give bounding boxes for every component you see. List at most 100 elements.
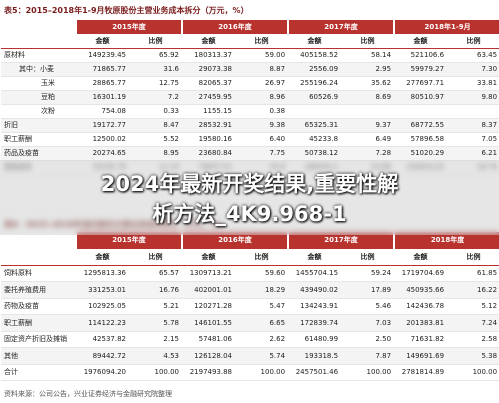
cell-value: 5.74 [235,347,289,365]
cell-value: 59979.27 [394,62,448,77]
row-label: 药物及疫苗 [1,298,76,315]
cell-value: 8.95 [129,146,183,161]
subheader: 比例 [235,34,289,49]
cell-value: 7.05 [447,132,499,147]
cell-value: 754.08 [76,104,129,119]
subheader: 金额 [288,248,342,266]
cell-value: 6.65 [235,314,289,332]
cost-table: 2015年度 2016年度 2017年度 2018年度 金额 比例 金额 比例 金额 比例 金额 比例… [0,232,499,381]
cell-value: 2197493.88 [182,364,236,381]
cell-value: 8.96 [235,90,289,105]
cell-value: 193318.5 [288,347,342,365]
data-row: 原材料 149239.45 65.92 180313.37 59.00 405158.52… [1,48,499,63]
data-row: 次粉 754.08 0.33 1155.15 0.38 [1,104,499,119]
cell-value: 68772.55 [394,118,448,133]
cell-value: 7.75 [235,146,289,161]
cell-value: 2.95 [341,62,395,77]
empty-cell [394,104,448,119]
cell-value: 9.38 [235,118,289,133]
subheader: 比例 [341,248,395,266]
row-label: 其他 [1,347,76,365]
cell-value: 35.62 [341,76,395,91]
cell-value: 7.28 [341,146,395,161]
cell-value: 8.69 [341,90,395,105]
cell-value: 134243.91 [288,298,342,315]
cell-value: 2.62 [235,331,289,348]
cell-value: 439490.02 [288,281,342,299]
row-label: 职工薪酬 [1,132,76,147]
cell-value: 100.00 [447,364,499,381]
cell-value: 80510.97 [394,90,448,105]
cell-value: 1976094.20 [76,364,129,381]
cell-value: 23680.84 [182,146,236,161]
cell-value: 45233.8 [288,132,342,147]
subheader: 金额 [182,34,236,49]
subheader: 金额 [182,248,236,266]
cell-value: 180313.37 [182,48,236,63]
group-header: 2016年度 [181,232,289,249]
source-note: 资料来源：公司公告，兴业证券经济与金融研究院整理 [4,390,172,398]
subheader: 金额 [288,34,342,49]
cell-value: 8.47 [129,118,183,133]
cell-value: 100.00 [341,364,395,381]
cell-value: 146101.55 [182,314,236,332]
subheader: 比例 [341,34,395,49]
cell-value: 8.87 [235,62,289,77]
data-row: 职工薪酬 114122.23 5.78 146101.55 6.65 172839.74 7… [1,314,499,332]
cell-value: 7.03 [341,314,395,332]
cell-value: 12.75 [129,76,183,91]
cell-value: 7.24 [447,314,499,332]
blank-cell [0,20,76,34]
subheader: 金额 [76,248,129,266]
subheader: 比例 [129,248,183,266]
row-label: 固定资产折旧及摊销 [1,331,76,348]
cell-value: 29073.38 [182,62,236,77]
cell-value: 2556.09 [288,62,342,77]
cell-value: 20274.65 [76,146,129,161]
group-header: 2017年度 [287,232,395,249]
cell-value: 2.15 [129,331,183,348]
cell-value: 71631.82 [394,331,448,348]
cell-value: 126128.04 [182,347,236,365]
cell-value: 59.24 [341,265,395,282]
cell-value: 31.6 [129,62,183,77]
cell-value: 19580.16 [182,132,236,147]
row-label: 豆粕 [1,90,76,105]
cell-value: 19172.77 [76,118,129,133]
group-header: 2015年度 [74,20,183,34]
overlay-band [0,160,499,235]
cell-value: 114122.23 [76,314,129,332]
cell-value: 1719704.69 [394,265,448,282]
data-row: 豆粕 16301.19 7.2 27459.95 8.96 60526.9 8.69 8051… [1,90,499,105]
empty-cell [288,104,342,119]
cell-value: 57481.06 [182,331,236,348]
empty-cell [341,104,395,119]
cell-value: 65325.31 [288,118,342,133]
cell-value: 71865.77 [76,62,129,77]
cell-value: 5.46 [341,298,395,315]
cell-value: 5.21 [129,298,183,315]
cell-value: 12500.02 [76,132,129,147]
data-row: 药物及疫苗 102925.05 5.21 120271.28 5.47 134243.91… [1,298,499,315]
subheader: 金额 [76,34,129,49]
cell-value: 27459.95 [182,90,236,105]
subheader: 比例 [447,34,499,49]
group-row: 2015年度 2016年度 2017年度 2018年度 [0,232,499,249]
cell-value: 102925.05 [76,298,129,315]
blank-cell [1,248,76,266]
cell-value: 120271.28 [182,298,236,315]
cell-value: 277697.71 [394,76,448,91]
row-label: 其中：小麦 [1,62,76,77]
cell-value: 0.38 [235,104,289,119]
cell-value: 50738.12 [288,146,342,161]
cell-value: 402001.01 [182,281,236,299]
cell-value: 5.47 [235,298,289,315]
blank-cell [1,34,76,49]
cell-value: 9.80 [447,90,499,105]
cell-value: 59.60 [235,265,289,282]
cell-value: 18.29 [235,281,289,299]
cell-value: 0.33 [129,104,183,119]
empty-cell [447,104,499,119]
cell-value: 33.81 [447,76,499,91]
